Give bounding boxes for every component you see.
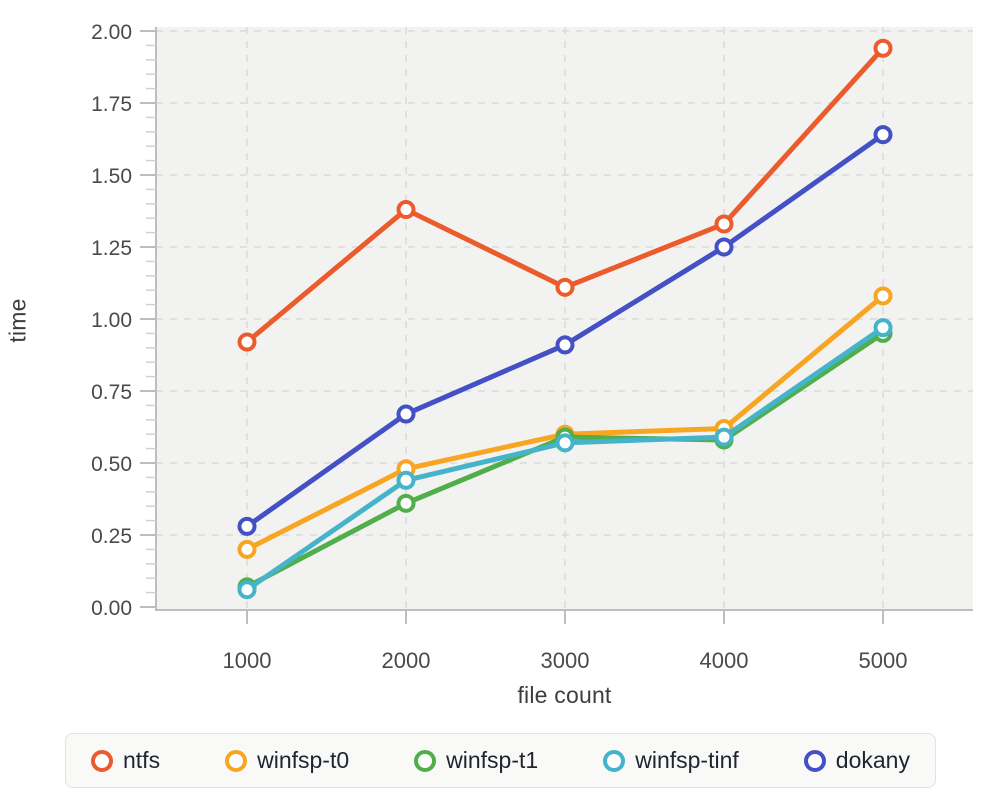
y-tick-label: 1.00 (91, 309, 132, 332)
data-point-dokany (555, 335, 575, 355)
y-tick-label: 0.00 (91, 597, 132, 620)
legend-item-dokany: dokany (803, 747, 910, 774)
legend-item-winfsp-t1: winfsp-t1 (414, 747, 538, 774)
legend-marker-icon (414, 749, 437, 772)
legend-item-winfsp-tinf: winfsp-tinf (603, 747, 739, 774)
data-point-dokany (237, 516, 257, 536)
y-tick-label: 0.50 (91, 453, 132, 476)
data-point-winfsp-t0 (873, 286, 893, 306)
data-point-dokany (714, 237, 734, 257)
data-point-ntfs (714, 214, 734, 234)
series-winfsp-tinf (237, 318, 893, 600)
y-tick-label: 2.00 (91, 21, 132, 44)
data-point-dokany (396, 404, 416, 424)
data-point-winfsp-tinf (237, 580, 257, 600)
y-tick-label: 0.75 (91, 381, 132, 404)
legend: ntfs winfsp-t0 winfsp-t1 winfsp-tinf dokany (65, 733, 936, 788)
y-axis-title: time (4, 298, 31, 343)
data-point-winfsp-t0 (237, 539, 257, 559)
legend-marker-icon (603, 749, 626, 772)
legend-item-ntfs: ntfs (91, 747, 160, 774)
x-axis-title: file count (517, 682, 612, 708)
y-tick-label: 1.75 (91, 93, 132, 116)
data-point-ntfs (555, 277, 575, 297)
data-point-winfsp-tinf (555, 433, 575, 453)
legend-label: winfsp-t1 (446, 747, 539, 773)
data-point-winfsp-tinf (396, 470, 416, 490)
x-tick-label: 1000 (223, 648, 272, 673)
legend-label: ntfs (123, 747, 161, 773)
data-point-ntfs (396, 200, 416, 220)
data-point-winfsp-tinf (873, 318, 893, 338)
x-tick-label: 4000 (700, 648, 749, 673)
data-point-ntfs (873, 38, 893, 58)
x-tick-label: 2000 (382, 648, 431, 673)
plot-area: 0.00 0.25 0.50 0.75 1.00 1.25 1.50 1.75 2.00 1000… (91, 21, 973, 673)
legend-marker-icon (225, 749, 248, 772)
y-tick-label: 1.25 (91, 237, 132, 260)
data-point-dokany (873, 125, 893, 145)
data-point-winfsp-tinf (714, 427, 734, 447)
x-tick-label: 5000 (859, 648, 908, 673)
data-point-ntfs (237, 332, 257, 352)
data-point-winfsp-t1 (396, 493, 416, 513)
series-ntfs (237, 38, 893, 352)
legend-marker-icon (803, 749, 826, 772)
y-tick-label: 1.50 (91, 165, 132, 188)
x-tick-label: 3000 (541, 648, 590, 673)
legend-label: winfsp-tinf (635, 747, 739, 773)
legend-label: dokany (835, 747, 910, 773)
legend-label: winfsp-t0 (257, 747, 350, 773)
legend-marker-icon (91, 749, 113, 772)
legend-item-winfsp-t0: winfsp-t0 (225, 747, 349, 774)
series-dokany (237, 125, 893, 536)
y-tick-label: 0.25 (91, 525, 132, 548)
